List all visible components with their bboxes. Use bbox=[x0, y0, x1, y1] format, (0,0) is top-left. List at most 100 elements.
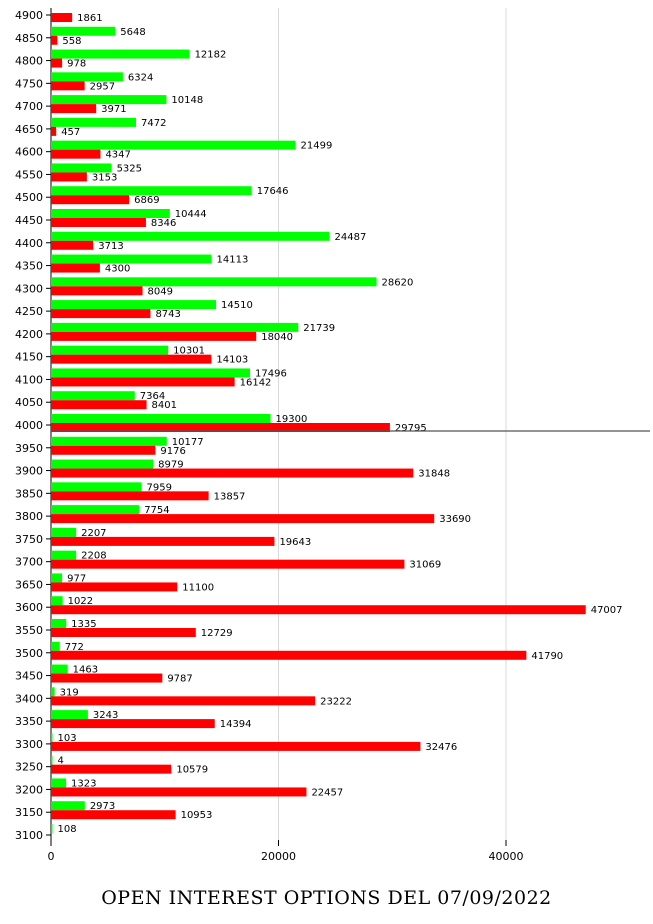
y-tick-label: 4050 bbox=[15, 396, 43, 409]
y-tick-label: 3700 bbox=[15, 556, 43, 569]
y-tick-label: 3300 bbox=[15, 738, 43, 751]
bar-green bbox=[51, 254, 212, 264]
data-label: 3153 bbox=[92, 172, 117, 183]
data-label: 32476 bbox=[425, 742, 457, 753]
bar-green bbox=[51, 755, 53, 765]
bar-red bbox=[51, 673, 163, 683]
data-label: 10953 bbox=[181, 810, 213, 821]
data-label: 8743 bbox=[155, 309, 180, 320]
bar-red bbox=[51, 149, 101, 159]
data-label: 2208 bbox=[81, 551, 106, 562]
data-label: 977 bbox=[67, 573, 86, 584]
bar-red bbox=[51, 491, 209, 501]
bar-red bbox=[51, 605, 586, 615]
data-label: 103 bbox=[58, 733, 77, 744]
data-label: 10177 bbox=[172, 437, 204, 448]
y-tick-label: 3950 bbox=[15, 442, 43, 455]
data-label: 47007 bbox=[591, 605, 623, 616]
data-label: 31848 bbox=[418, 469, 450, 480]
bar-red bbox=[51, 764, 172, 774]
bar-red bbox=[51, 536, 275, 546]
bar-green bbox=[51, 527, 77, 537]
data-label: 2957 bbox=[90, 81, 115, 92]
bar-green bbox=[51, 345, 169, 355]
y-tick-label: 4500 bbox=[15, 191, 43, 204]
y-tick-label: 4150 bbox=[15, 351, 43, 364]
bar-red bbox=[51, 81, 85, 91]
bar-red bbox=[51, 126, 57, 136]
x-tick-label: 0 bbox=[48, 850, 55, 863]
bar-green bbox=[51, 482, 142, 492]
bar-green bbox=[51, 414, 271, 423]
y-tick-label: 3100 bbox=[15, 829, 43, 842]
data-label: 7754 bbox=[144, 505, 169, 516]
data-label: 19643 bbox=[279, 537, 311, 548]
data-label: 6324 bbox=[128, 72, 153, 83]
bar-green bbox=[51, 641, 60, 651]
bar-green bbox=[51, 505, 140, 515]
y-tick-label: 4650 bbox=[15, 123, 43, 136]
y-tick-label: 4700 bbox=[15, 100, 43, 113]
bar-red bbox=[51, 331, 257, 341]
bar-green bbox=[51, 664, 68, 674]
bar-green bbox=[51, 163, 112, 173]
y-tick-label: 4600 bbox=[15, 146, 43, 159]
bar-green bbox=[51, 49, 190, 59]
bar-green bbox=[51, 710, 88, 720]
bar-green bbox=[51, 596, 63, 606]
data-label: 10444 bbox=[175, 209, 207, 220]
data-label: 31069 bbox=[409, 560, 441, 571]
data-label: 33690 bbox=[439, 514, 471, 525]
bar-green bbox=[51, 117, 136, 127]
bar-green bbox=[51, 72, 123, 82]
bar-green bbox=[51, 231, 330, 241]
y-tick-label: 3400 bbox=[15, 692, 43, 705]
data-label: 11100 bbox=[182, 582, 214, 593]
data-label: 17646 bbox=[257, 186, 289, 197]
data-label: 23222 bbox=[320, 696, 352, 707]
bar-red bbox=[51, 582, 178, 592]
data-label: 5648 bbox=[120, 27, 145, 38]
data-label: 3713 bbox=[98, 241, 123, 252]
bar-green bbox=[51, 550, 77, 560]
y-tick-label: 4250 bbox=[15, 305, 43, 318]
bar-red bbox=[51, 104, 97, 114]
x-tick-label: 20000 bbox=[261, 850, 296, 863]
bar-green bbox=[51, 300, 217, 310]
data-label: 13857 bbox=[214, 491, 246, 502]
data-label: 1463 bbox=[73, 665, 98, 676]
y-tick-label: 4850 bbox=[15, 32, 43, 45]
data-label: 558 bbox=[62, 36, 81, 47]
data-label: 1022 bbox=[68, 596, 93, 607]
y-tick-label: 3350 bbox=[15, 715, 43, 728]
bar-green bbox=[51, 391, 135, 401]
data-label: 10301 bbox=[173, 346, 205, 357]
bar-red bbox=[51, 650, 527, 660]
bar-green bbox=[51, 459, 154, 469]
data-label: 1323 bbox=[71, 778, 96, 789]
bar-red bbox=[51, 286, 143, 296]
data-label: 9176 bbox=[160, 446, 185, 457]
data-label: 41790 bbox=[531, 651, 563, 662]
data-label: 2207 bbox=[81, 528, 106, 539]
data-label: 14113 bbox=[217, 255, 249, 266]
y-tick-label: 3800 bbox=[15, 510, 43, 523]
y-tick-label: 4550 bbox=[15, 168, 43, 181]
bar-green bbox=[51, 732, 53, 742]
y-tick-label: 3900 bbox=[15, 465, 43, 478]
bar-red bbox=[51, 218, 146, 227]
bar-red bbox=[51, 195, 130, 205]
y-tick-label: 4100 bbox=[15, 373, 43, 386]
bar-red bbox=[51, 58, 63, 68]
bar-red bbox=[51, 377, 235, 387]
data-label: 7959 bbox=[147, 482, 172, 493]
data-label: 2973 bbox=[90, 801, 115, 812]
bar-red bbox=[51, 741, 421, 751]
data-label: 772 bbox=[65, 642, 84, 653]
bar-green bbox=[51, 778, 67, 788]
bar-red bbox=[51, 559, 405, 569]
bar-green bbox=[51, 322, 299, 332]
y-tick-label: 3500 bbox=[15, 647, 43, 660]
bar-red bbox=[51, 468, 414, 478]
data-label: 6869 bbox=[134, 195, 159, 206]
